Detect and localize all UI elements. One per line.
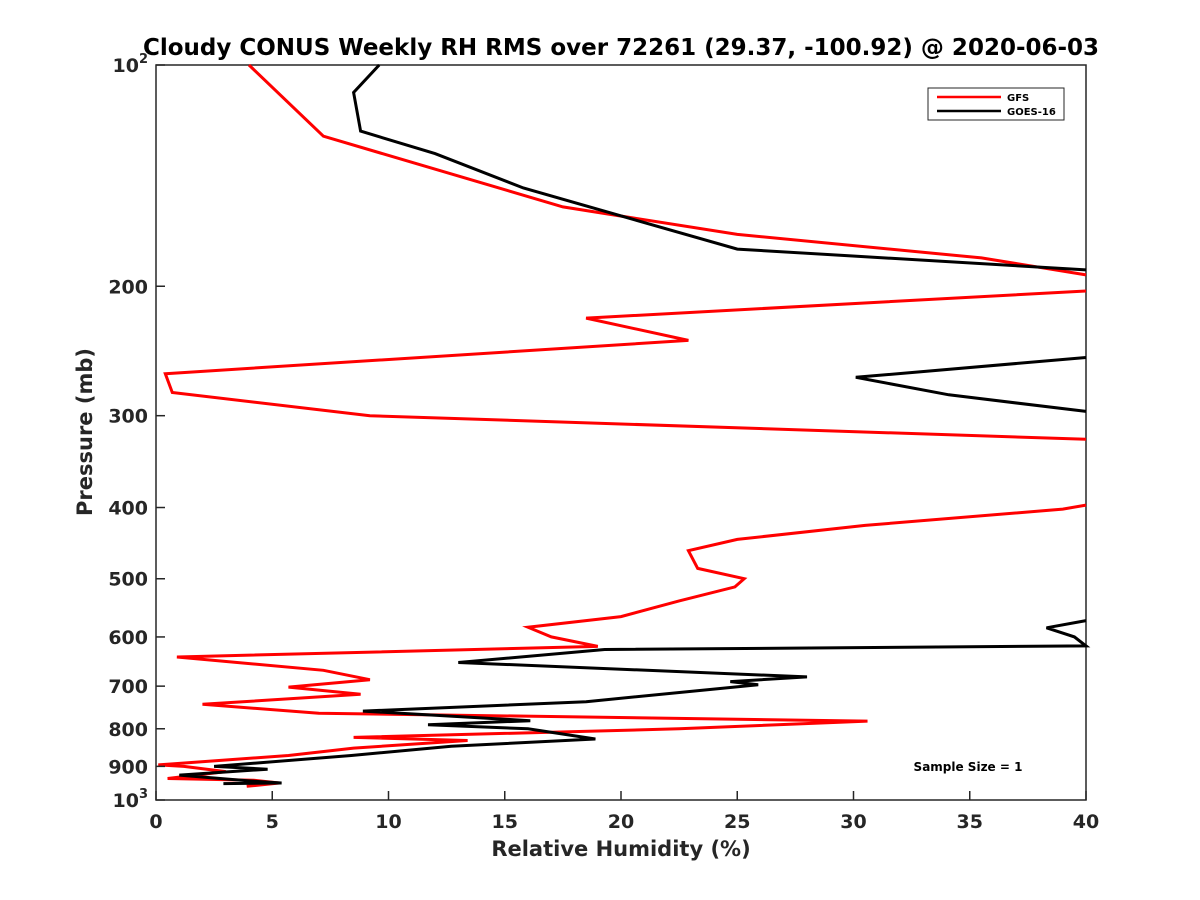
series-line [247,63,1087,277]
y-axis-label: Pressure (mb) [73,348,97,516]
y-tick-label: 700 [108,676,148,698]
x-tick-label: 10 [375,811,401,833]
y-tick-label: 800 [108,719,148,741]
x-tick-label: 40 [1073,811,1099,833]
sample-size-annotation: Sample Size = 1 [914,760,1023,774]
chart-title: Cloudy CONUS Weekly RH RMS over 72261 (2… [143,35,1099,61]
plot-frame [155,64,1087,801]
series-line [179,619,1091,786]
series-line [163,289,1087,441]
x-tick-label: 20 [608,811,634,833]
y-tick-label: 103 [113,787,149,812]
x-tick-label: 35 [957,811,983,833]
series-line [158,503,1087,788]
y-tick-label: 102 [113,52,149,77]
y-tick-label: 900 [108,756,148,778]
y-tick-label: 300 [108,406,148,428]
series-goes-16 [179,63,1091,786]
x-tick-label: 5 [266,811,279,833]
legend-box [927,87,1065,121]
x-tick-label: 25 [724,811,750,833]
y-tick-label: 400 [108,498,148,520]
series-gfs [158,63,1087,788]
series-layer [158,63,1091,788]
x-axis-label: Relative Humidity (%) [491,837,750,861]
axes-layer: 0 5 10 15 20 25 30 35 40 102 200 300 400 500 600 700 800… [108,52,1099,833]
series-line [351,63,1087,272]
legend-label: GOES-16 [1007,107,1056,118]
x-tick-label: 0 [149,811,162,833]
x-tick-label: 30 [840,811,866,833]
y-tick-label: 600 [108,627,148,649]
legend-label: GFS [1007,93,1029,104]
y-tick-label: 500 [108,569,148,591]
series-line [855,356,1087,413]
legend: GFS GOES-16 [927,87,1065,121]
x-tick-label: 15 [492,811,518,833]
y-tick-label: 200 [108,276,148,298]
